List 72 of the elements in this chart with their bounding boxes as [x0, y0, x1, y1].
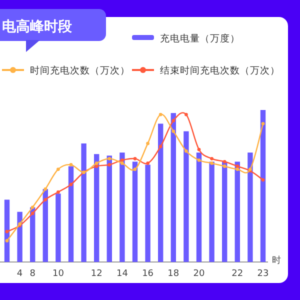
point [210, 162, 214, 165]
x-tick-label: 16 [142, 269, 154, 279]
x-tick-label: 12 [90, 269, 102, 279]
point [146, 162, 150, 165]
point [133, 168, 137, 171]
bar [68, 166, 74, 262]
legend-label: 时间充电次数（万次） [30, 64, 130, 76]
x-tick-label: 4 [16, 269, 23, 279]
bar [17, 212, 22, 262]
point [261, 122, 265, 126]
bar [234, 162, 240, 262]
point [236, 164, 240, 168]
bar [145, 164, 150, 262]
point [94, 164, 98, 168]
bar [260, 110, 266, 262]
bar [248, 152, 253, 262]
point [120, 162, 124, 165]
point [222, 164, 226, 168]
bar [106, 156, 112, 262]
point [108, 156, 112, 160]
bar [158, 124, 164, 262]
point [184, 149, 188, 153]
point [120, 158, 124, 162]
point [5, 230, 9, 234]
x-tick-label: 20 [193, 269, 205, 279]
x-tick-label: 10 [52, 269, 64, 279]
bar [184, 131, 189, 262]
bar [222, 162, 228, 262]
point [30, 206, 34, 209]
x-tick-label: 14 [116, 269, 128, 279]
x-axis-title: 时 [272, 255, 281, 266]
bar [81, 143, 86, 262]
point [158, 144, 162, 148]
bar [120, 152, 125, 262]
point [197, 158, 201, 162]
point [94, 162, 98, 165]
point [197, 148, 201, 152]
point [44, 198, 48, 202]
point [44, 187, 48, 191]
point [133, 156, 137, 160]
point [69, 182, 73, 186]
point [236, 168, 240, 171]
point [158, 112, 162, 116]
point [30, 212, 34, 216]
bar [94, 154, 100, 262]
bar [30, 207, 36, 262]
point [261, 178, 265, 182]
point [5, 239, 9, 242]
x-tick-label: 8 [30, 269, 36, 279]
legend-label: 结束时间充电次数（万次） [160, 64, 280, 76]
point [172, 130, 176, 133]
point [56, 168, 60, 171]
point [69, 163, 73, 166]
point [222, 160, 226, 164]
point [146, 142, 150, 146]
x-tick-label: 22 [232, 269, 244, 279]
point [108, 163, 112, 166]
bar [56, 194, 61, 262]
x-tick-label: 18 [168, 269, 180, 279]
legend-label: 充电电量（万度） [160, 32, 240, 44]
bar [4, 200, 10, 262]
bar [132, 162, 138, 262]
x-tick-label: 23 [257, 269, 269, 279]
bar [209, 162, 214, 262]
title: 电高峰时段 [2, 19, 72, 35]
point [184, 112, 188, 116]
bar [42, 189, 48, 262]
point [172, 118, 176, 122]
point [56, 190, 60, 194]
bar [170, 113, 176, 262]
bar [196, 152, 202, 262]
point [210, 156, 214, 160]
